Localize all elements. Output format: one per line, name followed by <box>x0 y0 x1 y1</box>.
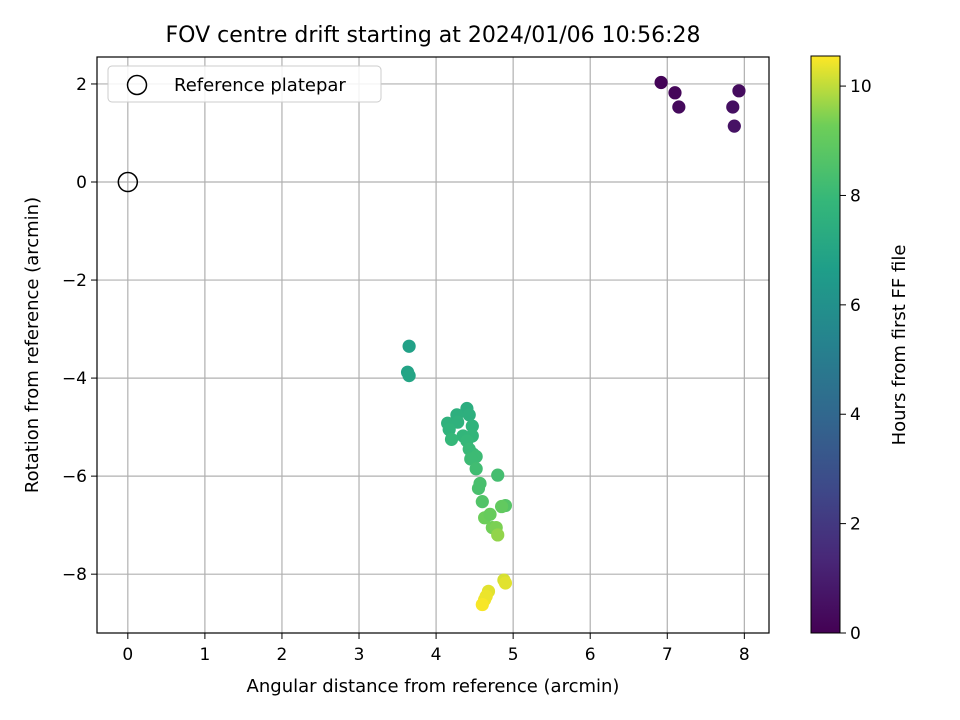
data-point <box>727 119 741 133</box>
x-axis-label: Angular distance from reference (arcmin) <box>247 676 620 697</box>
y-tick-label: 0 <box>76 173 87 193</box>
x-tick-label: 2 <box>277 645 288 665</box>
data-point <box>498 576 513 590</box>
reference-marker-group <box>117 171 139 193</box>
colorbar-tick-label: 10 <box>850 77 872 97</box>
colorbar-label: Hours from first FF file <box>889 245 910 446</box>
colorbar-tick-label: 0 <box>850 624 861 644</box>
x-tick-label: 6 <box>585 645 596 665</box>
data-point <box>672 100 686 114</box>
legend-open-circle-icon <box>126 74 148 96</box>
x-tick-label: 3 <box>354 645 365 665</box>
chart-title: FOV centre drift starting at 2024/01/06 … <box>166 23 701 48</box>
y-axis-ticks: 2 0 −2 −4 −6 −8 <box>62 75 97 585</box>
legend-box <box>107 65 382 103</box>
x-axis-ticks: 0 1 2 3 4 5 6 7 8 <box>122 633 750 665</box>
data-point <box>726 100 740 114</box>
legend: Reference platepar <box>107 65 382 103</box>
x-tick-label: 4 <box>431 645 442 665</box>
data-point <box>494 499 509 514</box>
colorbar-tick-label: 8 <box>850 186 861 206</box>
data-point <box>444 432 459 446</box>
data-point <box>475 495 489 509</box>
data-point <box>475 597 489 612</box>
x-tick-label: 7 <box>662 645 673 665</box>
data-point <box>471 481 486 495</box>
data-point <box>491 528 505 542</box>
colorbar-tick-label: 6 <box>850 296 861 316</box>
data-point <box>732 84 746 98</box>
colorbar-tick-label: 4 <box>850 405 861 425</box>
grid-lines <box>97 57 769 633</box>
data-point <box>465 419 479 433</box>
data-point <box>464 452 478 466</box>
y-axis-label: Rotation from reference (arcmin) <box>22 197 43 493</box>
legend-label: Reference platepar <box>174 75 346 96</box>
colorbar-gradient <box>810 55 841 634</box>
x-tick-label: 0 <box>122 645 133 665</box>
data-point <box>469 462 483 476</box>
data-points <box>400 75 746 612</box>
reference-platepar-marker <box>117 171 139 193</box>
y-tick-label: 2 <box>76 75 87 95</box>
colorbar-ticks: 0 2 4 6 8 10 <box>840 77 872 644</box>
y-tick-label: −8 <box>62 565 87 585</box>
data-point <box>462 408 476 422</box>
x-tick-label: 5 <box>508 645 519 665</box>
x-tick-label: 8 <box>739 645 750 665</box>
data-point <box>654 75 668 90</box>
y-tick-label: −2 <box>62 271 87 291</box>
x-tick-label: 1 <box>199 645 210 665</box>
data-point <box>402 369 416 383</box>
colorbar-tick-label: 2 <box>850 515 861 535</box>
plot-frame <box>96 56 770 634</box>
data-point <box>402 339 416 353</box>
data-point <box>668 86 682 100</box>
y-tick-label: −4 <box>62 369 87 389</box>
data-point <box>483 507 497 521</box>
y-tick-label: −6 <box>62 467 87 487</box>
data-point <box>491 468 505 482</box>
colorbar: 0 2 4 6 8 10 Hours from first FF file <box>810 55 910 644</box>
